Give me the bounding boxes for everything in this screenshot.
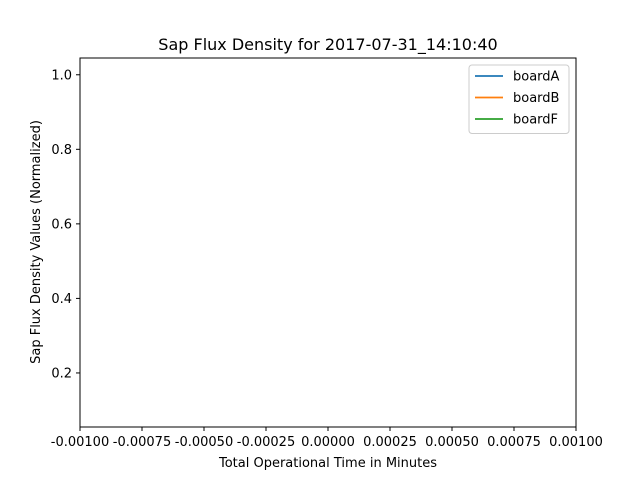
y-tick-label: 0.4: [51, 292, 72, 307]
y-tick-label: 0.6: [51, 217, 72, 232]
x-axis-label: Total Operational Time in Minutes: [218, 456, 437, 471]
x-tick-label: -0.00050: [175, 435, 233, 450]
legend-label-boardA: boardA: [513, 70, 560, 85]
x-tick-label: 0.00000: [301, 435, 355, 450]
x-tick-label: 0.00050: [425, 435, 479, 450]
x-tick-label: 0.00075: [487, 435, 541, 450]
legend-box: [468, 64, 570, 134]
y-tick-label: 1.0: [51, 68, 72, 83]
legend-label-boardB: boardB: [513, 91, 559, 106]
legend-label-boardF: boardF: [513, 113, 558, 128]
x-axis-ticks: -0.00100 -0.00075 -0.00050 -0.00025 0.00000 0…: [51, 427, 603, 450]
legend: boardA boardB boardF: [468, 64, 570, 134]
y-tick-label: 0.2: [51, 366, 72, 381]
x-tick-label: 0.00100: [549, 435, 603, 450]
x-tick-label: -0.00025: [237, 435, 295, 450]
chart-title: Sap Flux Density for 2017-07-31_14:10:40: [158, 35, 497, 55]
y-axis-ticks: 0.2 0.4 0.6 0.8 1.0: [51, 68, 80, 381]
x-tick-label: -0.00075: [113, 435, 171, 450]
x-tick-label: 0.00025: [363, 435, 417, 450]
y-tick-label: 0.8: [51, 143, 72, 158]
x-tick-label: -0.00100: [51, 435, 109, 450]
y-axis-label: Sap Flux Density Values (Normalized): [29, 120, 44, 364]
